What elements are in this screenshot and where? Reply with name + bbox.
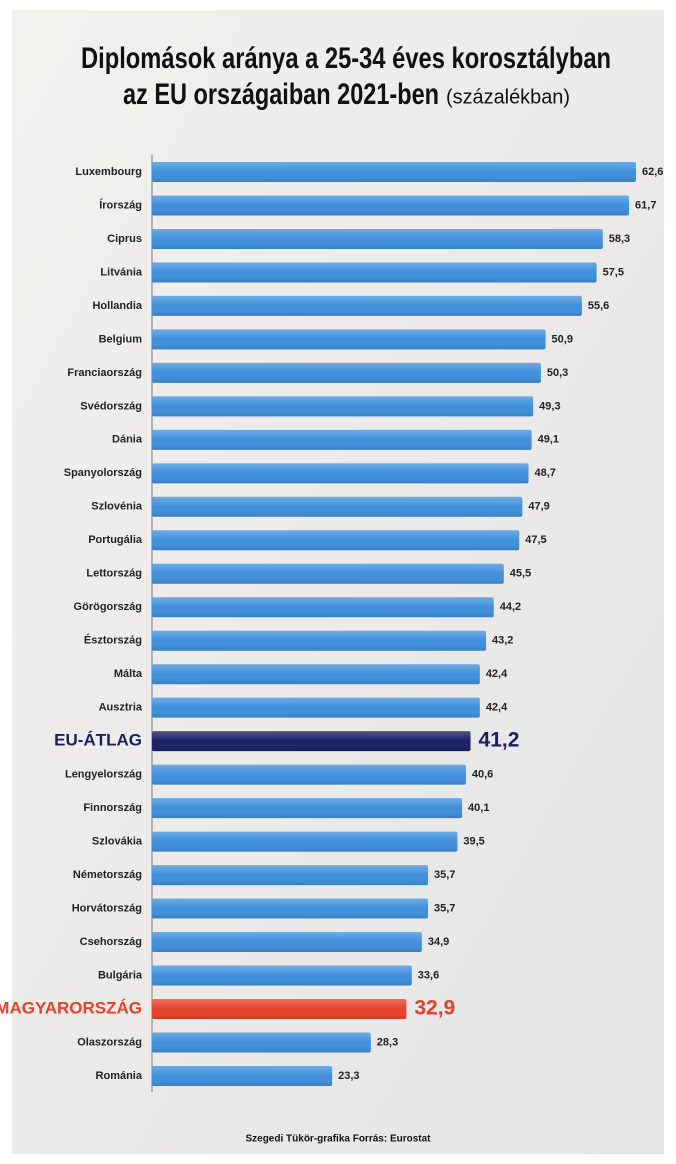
bar-shade [152,631,486,651]
value-label: 41,2 [479,729,520,752]
value-label: 40,6 [472,769,493,781]
bar-shade [152,430,532,450]
value-label: 47,5 [525,534,546,546]
bar-shade [152,731,471,751]
value-label: 45,5 [510,568,531,580]
bar-shade [152,296,582,316]
category-label: Németország [73,869,142,881]
category-label: Dánia [112,434,143,446]
value-label: 39,5 [463,836,484,848]
bar-shade [152,162,636,182]
bar-shade [152,932,422,952]
value-label: 48,7 [535,467,556,479]
value-label: 49,3 [539,400,560,412]
source: Szegedi Tükör-grafika Forrás: Eurostat [245,1134,431,1145]
value-label: 50,3 [547,367,568,379]
bar-shade [152,564,504,584]
category-label: Észtország [84,634,142,647]
value-label: 61,7 [635,199,656,211]
chart-subtitle: (százalékban) [446,86,570,108]
category-label: Bulgária [98,969,143,981]
category-label: Finnország [83,802,142,814]
bar-shade [152,664,480,684]
category-label: Csehország [80,936,142,948]
category-label: Lengyelország [65,769,142,781]
category-label: MAGYARORSZÁG [0,998,142,1017]
category-label: Luxembourg [75,166,142,178]
chart-title: az EU országaiban 2021-ben [123,78,439,111]
value-label: 62,6 [642,166,663,178]
bar-shade [152,832,457,852]
value-label: 49,1 [538,434,559,446]
category-label: Szlovénia [91,501,143,513]
bar-shade [152,865,428,885]
chart-title: Diplomások aránya a 25-34 éves korosztál… [81,42,611,75]
bar-shade [152,966,412,986]
value-label: 44,2 [500,601,521,613]
category-label: Svédország [80,400,142,412]
bar-shade [152,195,629,215]
value-label: 34,9 [428,936,449,948]
infographic: Diplomások aránya a 25-34 éves korosztál… [0,0,676,1164]
bar-shade [152,798,462,818]
category-label: Ausztria [99,702,143,714]
category-label: Görögország [74,601,142,613]
bar-shade [152,999,406,1019]
category-label: Szlovákia [92,836,143,848]
category-label: Spanyolország [64,467,142,479]
value-label: 47,9 [528,501,549,513]
bar-shade [152,497,522,517]
bar-shade [152,229,603,249]
category-label: Olaszország [77,1036,142,1048]
value-label: 23,3 [338,1070,359,1082]
bar-shade [152,899,428,919]
value-label: 43,2 [492,635,513,647]
bar-shade [152,765,466,785]
bar-shade [152,363,541,383]
category-label: EU-ÁTLAG [54,731,142,750]
bar-shade [152,1032,371,1052]
category-label: Málta [114,668,143,680]
category-label: Horvátország [72,902,142,914]
bar-shade [152,329,546,349]
bar-shade [152,698,480,718]
value-label: 42,4 [486,702,508,714]
bar-shade [152,396,533,416]
category-label: Románia [96,1070,143,1082]
bar-shade [152,530,519,550]
value-label: 50,9 [552,333,573,345]
category-label: Franciaország [67,367,142,379]
value-label: 28,3 [377,1036,398,1048]
category-label: Portugália [88,534,143,546]
value-label: 33,6 [418,969,439,981]
category-label: Belgium [99,333,143,345]
value-label: 35,7 [434,902,455,914]
bar-shade [152,463,529,483]
bar-shade [152,597,494,617]
value-label: 55,6 [588,300,609,312]
value-label: 58,3 [609,233,630,245]
category-label: Litvánia [100,266,142,278]
value-label: 57,5 [603,266,624,278]
value-label: 32,9 [414,997,455,1020]
bar-shade [152,1066,332,1086]
category-label: Lettország [86,568,142,580]
bar-shade [152,262,597,282]
category-label: Ciprus [107,233,142,245]
value-label: 42,4 [486,668,508,680]
value-label: 40,1 [468,802,489,814]
category-label: Hollandia [92,300,142,312]
category-label: Írország [99,198,142,211]
value-label: 35,7 [434,869,455,881]
